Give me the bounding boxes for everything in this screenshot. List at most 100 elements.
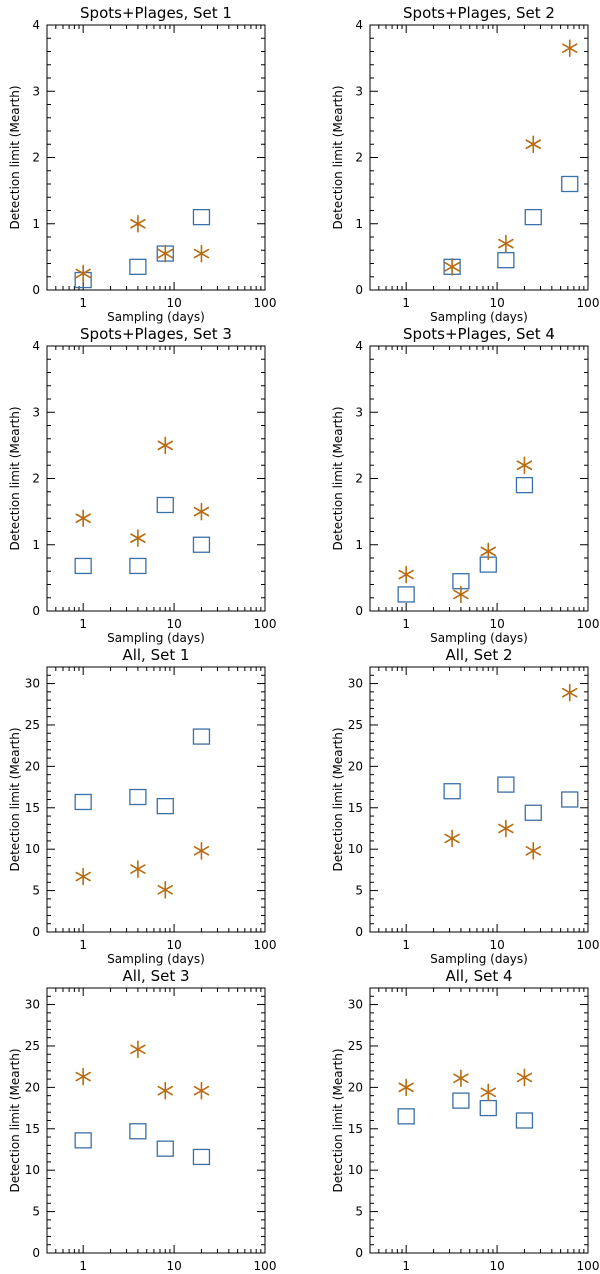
star-stroke — [453, 1073, 469, 1084]
star-stroke — [398, 1082, 414, 1093]
x-ticks — [369, 988, 589, 1253]
x-tick-label: 1 — [79, 296, 87, 310]
square-marker — [129, 557, 147, 575]
x-tick-label: 10 — [489, 1259, 504, 1273]
y-ticks — [47, 345, 265, 612]
star-series — [444, 683, 578, 860]
star-marker — [75, 867, 91, 886]
square-marker — [452, 1092, 470, 1109]
y-tick-label: 20 — [348, 1080, 363, 1094]
y-ticks — [47, 987, 265, 1254]
square-marker — [192, 208, 211, 226]
star-stroke — [75, 513, 91, 524]
chart-panel-8: All, Set 4110100051015202530Sampling (da… — [331, 967, 599, 1274]
x-tick-label: 1 — [79, 938, 87, 952]
x-ticks — [46, 346, 266, 611]
star-marker — [398, 565, 414, 584]
star-marker — [157, 436, 174, 455]
star-marker — [562, 39, 578, 57]
chart-title: All, Set 3 — [122, 967, 189, 985]
star-marker — [498, 234, 514, 253]
chart-panel-2: Spots+Plages, Set 2 1 10 100 0 1 2 3 4 Sampling (… — [331, 4, 599, 324]
star-stroke — [562, 43, 578, 53]
star-stroke — [498, 238, 514, 249]
x-axis-label: Sampling (days) — [430, 310, 528, 324]
plot-frame — [46, 987, 266, 1254]
square-marker — [74, 557, 92, 575]
square-series — [397, 1092, 534, 1129]
star-marker — [75, 1067, 91, 1086]
y-tick-label: 0 — [32, 283, 40, 297]
y-axis-label: Detection limit (Mearth) — [331, 406, 345, 550]
x-tick-label: 100 — [577, 1259, 600, 1273]
star-stroke — [480, 546, 497, 557]
square-marker — [443, 783, 461, 800]
y-tick-label: 0 — [355, 925, 363, 939]
y-tick-label: 10 — [25, 1163, 40, 1177]
chart-title: Spots+Plages, Set 4 — [403, 325, 555, 343]
y-tick-label: 1 — [32, 217, 40, 231]
star-stroke — [157, 248, 174, 259]
y-tick-label: 0 — [32, 604, 40, 618]
star-marker — [193, 244, 210, 263]
y-ticks — [370, 666, 588, 933]
square-marker — [561, 791, 579, 808]
star-stroke — [130, 533, 146, 543]
x-tick-label: 10 — [489, 296, 504, 310]
chart-panel-5: All, Set 1 1 10 100 0 5 10 15 20 25 30 Sampling (da… — [8, 646, 276, 966]
chart-title: All, Set 2 — [445, 646, 512, 664]
y-tick-label: 3 — [355, 84, 363, 98]
chart-panel-6: All, Set 2 1 10 100 0 5 10 15 20 25 30 Sampling (da… — [331, 646, 599, 966]
y-tick-label: 30 — [348, 998, 363, 1012]
plot-frame — [369, 987, 589, 1254]
y-axis-label: Detection limit (Mearth) — [8, 727, 22, 871]
star-stroke — [525, 846, 541, 856]
y-tick-label: 2 — [355, 472, 363, 486]
star-series — [75, 1040, 210, 1100]
y-tick-label: 10 — [348, 1163, 363, 1177]
star-marker — [75, 509, 91, 528]
star-stroke — [444, 833, 460, 844]
square-series — [74, 496, 211, 575]
y-tick-label: 25 — [348, 1039, 363, 1053]
chart-panel-4: Spots+Plages, Set 4 1 10 100 0 1 2 3 4 Sampling (… — [331, 325, 599, 645]
x-tick-label: 1 — [402, 296, 410, 310]
y-tick-label: 20 — [348, 759, 363, 773]
x-tick-label: 100 — [254, 1259, 277, 1273]
y-tick-label: 1 — [32, 538, 40, 552]
chart-panel-1: Spots+Plages, Set 1 1 10 100 0 1 2 3 4 Sampling (… — [8, 4, 276, 324]
star-marker — [157, 244, 174, 263]
star-marker — [480, 542, 497, 561]
x-tick-label: 10 — [166, 1259, 181, 1273]
y-axis-label: Detection limit (Mearth) — [8, 406, 22, 550]
star-series — [75, 214, 210, 283]
star-marker — [130, 214, 146, 233]
x-tick-label: 10 — [166, 938, 181, 952]
star-stroke — [516, 460, 533, 471]
square-series — [397, 476, 534, 603]
y-tick-label: 5 — [355, 1205, 363, 1219]
y-tick-label: 0 — [355, 283, 363, 297]
y-tick-label: 4 — [32, 18, 40, 32]
y-tick-label: 0 — [355, 1246, 363, 1260]
star-marker — [193, 502, 210, 521]
star-marker — [444, 829, 460, 848]
y-axis-label: Detection limit (Mearth) — [8, 1048, 22, 1192]
star-series — [398, 456, 533, 604]
square-marker — [156, 797, 174, 815]
square-marker — [524, 208, 542, 226]
star-stroke — [193, 1085, 210, 1096]
star-stroke — [562, 687, 578, 698]
x-axis-label: Sampling (days) — [430, 952, 528, 966]
y-ticks — [47, 24, 265, 291]
y-tick-label: 25 — [348, 718, 363, 732]
y-tick-label: 5 — [32, 1205, 40, 1219]
x-tick-label: 10 — [166, 296, 181, 310]
y-tick-label: 15 — [25, 1122, 40, 1136]
x-tick-label: 100 — [254, 617, 277, 631]
y-tick-label: 30 — [25, 677, 40, 691]
plot-frame — [46, 345, 266, 612]
square-marker — [561, 175, 579, 193]
y-tick-label: 10 — [25, 842, 40, 856]
star-stroke — [444, 262, 460, 272]
